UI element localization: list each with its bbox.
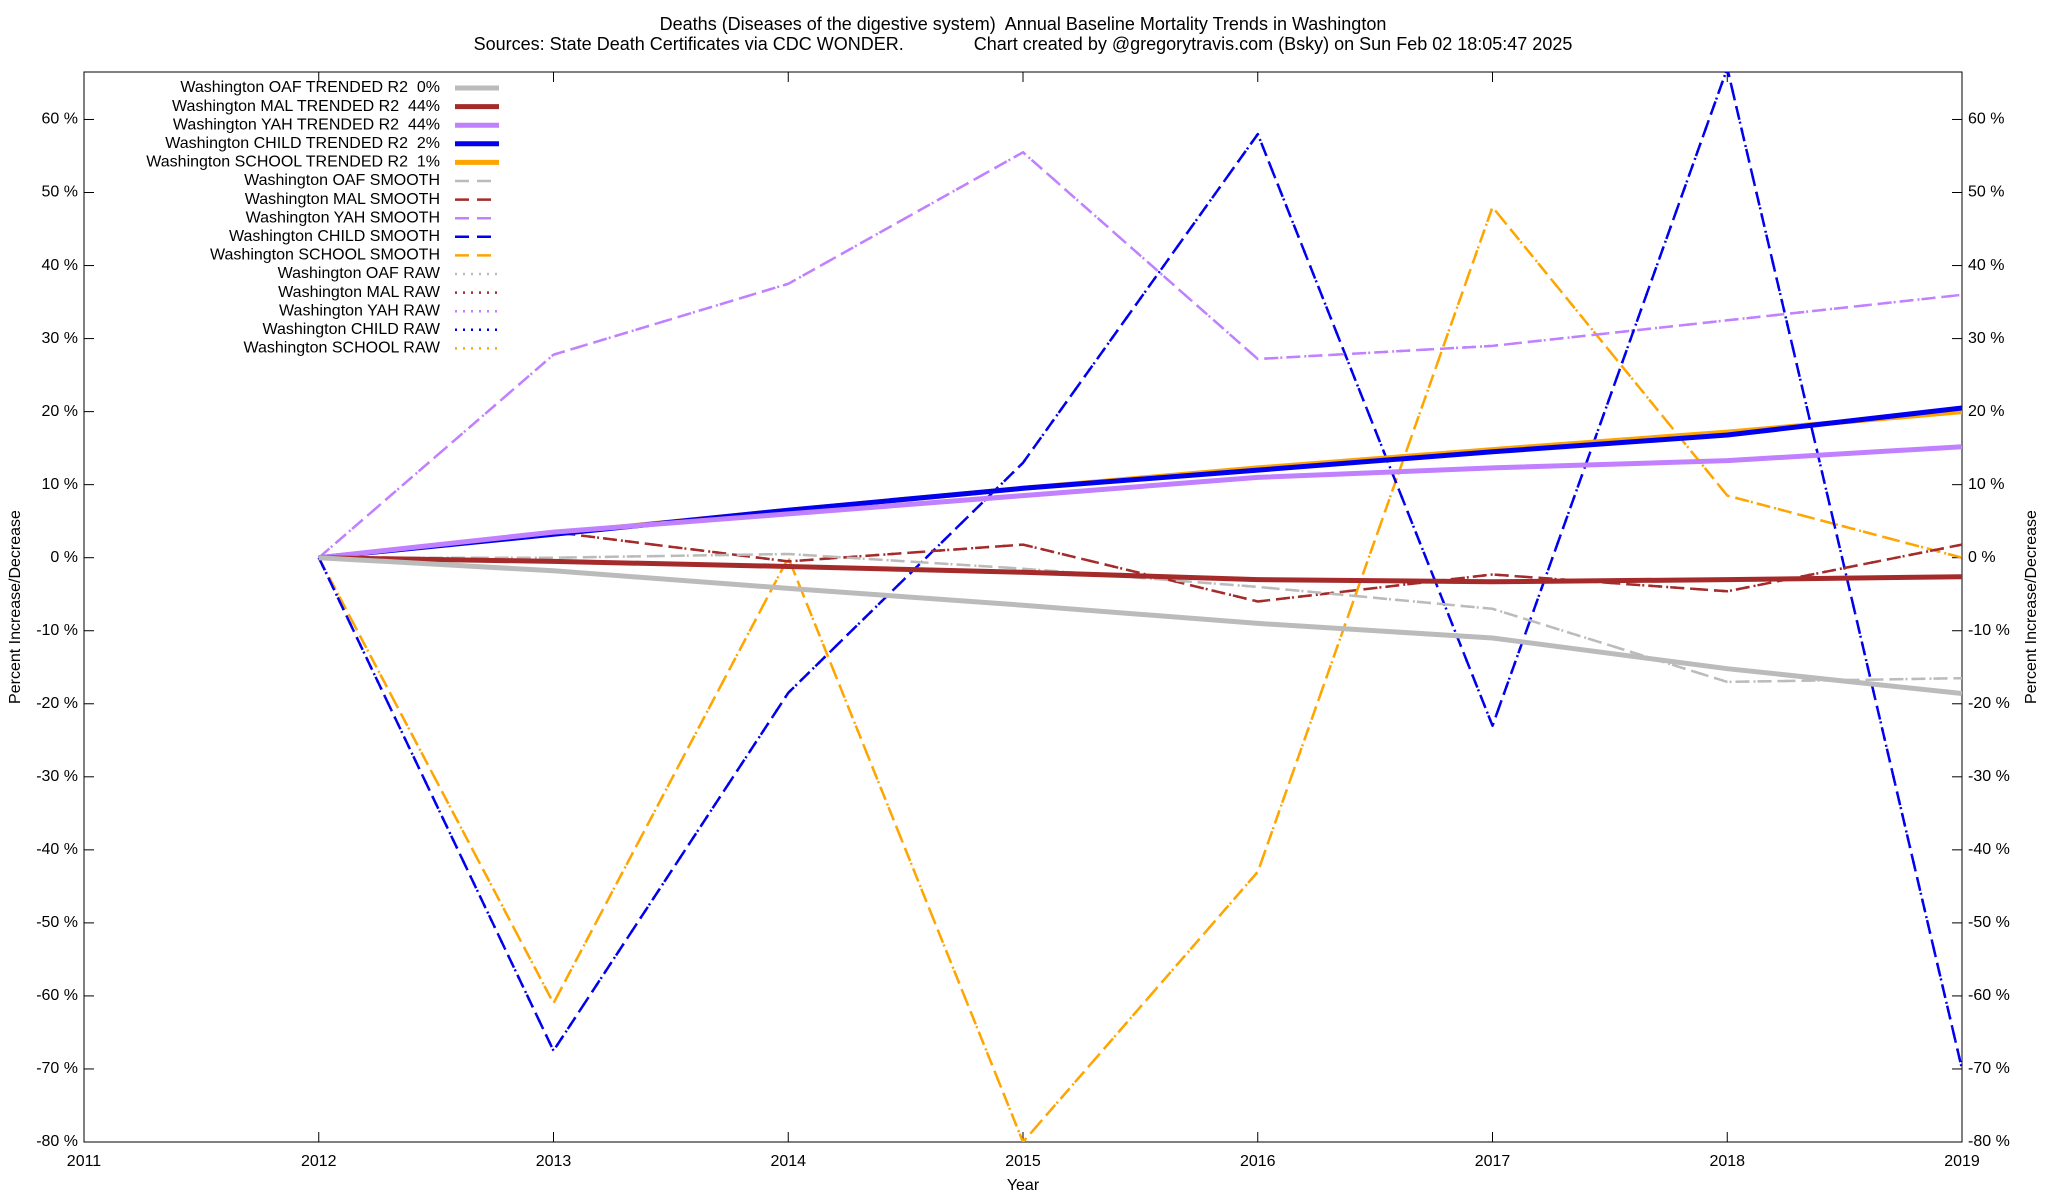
x-tick-label: 2011: [67, 1153, 102, 1170]
series-line: [317, 205, 1962, 1142]
y-axis-label: Percent Increase/Decrease: [7, 510, 24, 704]
series-line: [317, 72, 1962, 1070]
y-tick-label: 30 %: [42, 330, 78, 347]
legend-label: Washington SCHOOL SMOOTH: [210, 247, 440, 264]
y-tick-label: -10 %: [36, 622, 78, 639]
x-tick-label: 2018: [1709, 1153, 1745, 1170]
y2-tick-label: 0 %: [1968, 549, 1996, 566]
series-line: [317, 72, 1962, 1070]
chart-subtitle: Sources: State Death Certificates via CD…: [474, 34, 1573, 54]
legend-label: Washington CHILD RAW: [262, 321, 440, 338]
x-axis-label: Year: [1007, 1177, 1040, 1194]
y2-tick-label: -60 %: [1968, 987, 2010, 1004]
series-line: [318, 530, 1962, 603]
y-tick-label: 0 %: [50, 549, 78, 566]
x-tick-label: 2013: [536, 1153, 572, 1170]
y-tick-label: -20 %: [36, 695, 78, 712]
legend-label: Washington SCHOOL TRENDED R2 1%: [146, 154, 440, 171]
y-tick-label: 40 %: [42, 257, 78, 274]
legend-label: Washington MAL SMOOTH: [245, 191, 440, 208]
series-line: [317, 151, 1962, 559]
x-tick-label: 2014: [770, 1153, 806, 1170]
legend-label: Washington CHILD TRENDED R2 2%: [165, 135, 440, 152]
y2-tick-label: -10 %: [1968, 622, 2010, 639]
y-tick-label: 50 %: [42, 184, 78, 201]
y2-tick-label: -30 %: [1968, 768, 2010, 785]
legend-label: Washington YAH SMOOTH: [246, 209, 440, 226]
legend-label: Washington MAL TRENDED R2 44%: [172, 98, 440, 115]
y-tick-label: 20 %: [42, 403, 78, 420]
series-line: [317, 205, 1962, 1142]
legend-label: Washington YAH RAW: [279, 302, 441, 319]
y-tick-label: -30 %: [36, 768, 78, 785]
y-tick-label: 60 %: [42, 111, 78, 128]
y2-tick-label: -40 %: [1968, 841, 2010, 858]
y2-tick-label: 20 %: [1968, 403, 2004, 420]
x-tick-label: 2019: [1944, 1153, 1980, 1170]
y2-tick-label: 10 %: [1968, 476, 2004, 493]
series-line: [318, 405, 1962, 561]
legend-label: Washington OAF SMOOTH: [244, 172, 440, 189]
y-tick-label: -80 %: [36, 1133, 78, 1150]
y2-axis-label: Percent Increase/Decrease: [2023, 510, 2040, 704]
series-line: [317, 151, 1962, 559]
plot-area: [317, 72, 1962, 1142]
legend-label: Washington OAF RAW: [278, 265, 441, 282]
y-tick-label: -70 %: [36, 1060, 78, 1077]
y2-tick-label: -50 %: [1968, 914, 2010, 931]
y-tick-label: -60 %: [36, 987, 78, 1004]
y2-tick-label: -20 %: [1968, 695, 2010, 712]
legend-label: Washington CHILD SMOOTH: [229, 228, 440, 245]
y2-tick-label: 60 %: [1968, 111, 2004, 128]
y-tick-label: -40 %: [36, 841, 78, 858]
legend-label: Washington OAF TRENDED R2 0%: [180, 79, 440, 96]
y2-tick-label: 40 %: [1968, 257, 2004, 274]
series-line: [318, 555, 1962, 696]
legend-label: Washington SCHOOL RAW: [244, 340, 441, 357]
x-tick-label: 2016: [1240, 1153, 1276, 1170]
legend-label: Washington YAH TRENDED R2 44%: [173, 116, 440, 133]
y2-tick-label: -70 %: [1968, 1060, 2010, 1077]
series-line: [318, 555, 1962, 585]
y-tick-label: -50 %: [36, 914, 78, 931]
y2-tick-label: 30 %: [1968, 330, 2004, 347]
x-tick-label: 2015: [1005, 1153, 1041, 1170]
y2-tick-label: 50 %: [1968, 184, 2004, 201]
chart-title: Deaths (Diseases of the digestive system…: [660, 14, 1387, 34]
y2-tick-label: -80 %: [1968, 1133, 2010, 1150]
series-line: [318, 444, 1962, 561]
legend-label: Washington MAL RAW: [278, 284, 441, 301]
x-tick-label: 2017: [1475, 1153, 1511, 1170]
x-tick-label: 2012: [301, 1153, 337, 1170]
y-tick-label: 10 %: [42, 476, 78, 493]
